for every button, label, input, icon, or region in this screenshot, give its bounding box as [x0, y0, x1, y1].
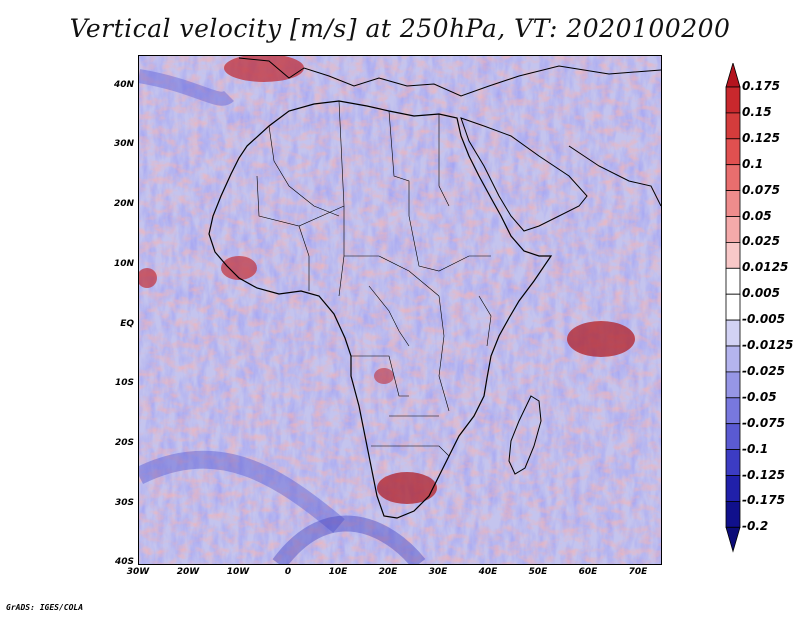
lon-label-30w: 30W	[126, 567, 150, 577]
lat-label-20s: 20S	[114, 438, 134, 448]
colorbar-label: 0.15	[742, 104, 772, 119]
lon-label-10w: 10W	[226, 567, 250, 577]
colorbar-cell	[725, 138, 741, 166]
lat-label-40n: 40N	[113, 80, 134, 90]
lon-label-50e: 50E	[528, 567, 548, 577]
colorbar-label: 0.1	[742, 156, 764, 171]
lat-label-20n: 20N	[113, 199, 134, 209]
colorbar	[725, 63, 741, 553]
updraft-patch-iberia	[224, 56, 304, 82]
colorbar-cell	[725, 86, 741, 114]
colorbar-top-triangle	[725, 63, 741, 88]
colorbar-label: 0.175	[742, 79, 780, 93]
credit-text: GrADS: IGES/COLA	[6, 603, 84, 612]
subsidence-band-north-atlantic	[139, 69, 234, 106]
updraft-patch-indian-ocean	[567, 321, 635, 357]
lon-label-60e: 60E	[578, 567, 598, 577]
colorbar-label: 0.075	[742, 182, 780, 197]
colorbar-cell	[725, 112, 741, 140]
updraft-patch-southern-africa	[377, 472, 437, 504]
colorbar-cell	[725, 423, 741, 451]
lon-label-0: 0	[284, 567, 292, 577]
iran-india-coastline	[568, 145, 661, 207]
colorbar-cell	[725, 449, 741, 476]
madagascar-coastline	[508, 395, 542, 475]
lon-label-10e: 10E	[328, 567, 348, 577]
colorbar-label: -0.0125	[742, 338, 794, 352]
lon-label-30e: 30E	[428, 567, 448, 577]
colorbar-cell	[725, 371, 741, 399]
lon-label-40e: 40E	[478, 567, 498, 577]
colorbar-cell	[725, 216, 741, 243]
colorbar-label: -0.05	[742, 389, 777, 404]
updraft-patch-angola	[374, 368, 394, 384]
colorbar-label: 0.05	[742, 208, 772, 223]
lat-label-eq: EQ	[120, 319, 134, 329]
colorbar-cell	[725, 319, 741, 347]
country-borders	[256, 100, 492, 457]
colorbar-label: -0.2	[742, 519, 769, 534]
subsidence-band-south-atlantic	[139, 450, 345, 533]
lat-label-30s: 30S	[114, 498, 134, 508]
lon-label-20e: 20E	[378, 567, 398, 577]
lon-label-20w: 20W	[176, 567, 200, 577]
colorbar-label: 0.025	[742, 234, 780, 249]
colorbar-cell	[725, 267, 741, 295]
velocity-field-svg	[139, 56, 661, 564]
arabia-coastline	[460, 117, 588, 232]
updraft-patch-atlantic	[139, 268, 157, 288]
colorbar-cell	[725, 241, 741, 269]
colorbar-label: -0.1	[742, 441, 769, 456]
subsidence-band-cape-swirl	[272, 515, 426, 564]
colorbar-cell	[725, 293, 741, 321]
europe-coastline	[238, 57, 661, 97]
colorbar-label: 0.125	[742, 130, 780, 145]
colorbar-bottom-triangle	[725, 526, 741, 553]
colorbar-label: 0.0125	[742, 260, 789, 275]
colorbar-label: 0.005	[742, 286, 780, 301]
colorbar-cell	[725, 475, 741, 502]
colorbar-cell	[725, 500, 741, 528]
lat-label-10n: 10N	[113, 259, 134, 269]
colorbar-label: -0.125	[742, 467, 785, 482]
lon-label-70e: 70E	[628, 567, 648, 577]
colorbar-label: -0.025	[742, 363, 785, 378]
lat-label-10s: 10S	[114, 378, 134, 388]
colorbar-label: -0.005	[742, 312, 785, 327]
africa-coastline	[208, 100, 553, 519]
colorbar-label: -0.175	[742, 493, 785, 508]
colorbar-label: -0.075	[742, 415, 785, 430]
colorbar-cell	[725, 397, 741, 425]
colorbar-cell	[725, 164, 741, 191]
colorbar-cell	[725, 190, 741, 217]
map-plot-area	[138, 55, 662, 565]
chart-title: Vertical velocity [m/s] at 250hPa, VT: 2…	[69, 14, 731, 43]
updraft-patch-west-africa	[221, 256, 257, 280]
colorbar-cell	[725, 345, 741, 373]
lat-label-40s: 40S	[114, 557, 134, 567]
lat-label-30n: 30N	[113, 139, 134, 149]
